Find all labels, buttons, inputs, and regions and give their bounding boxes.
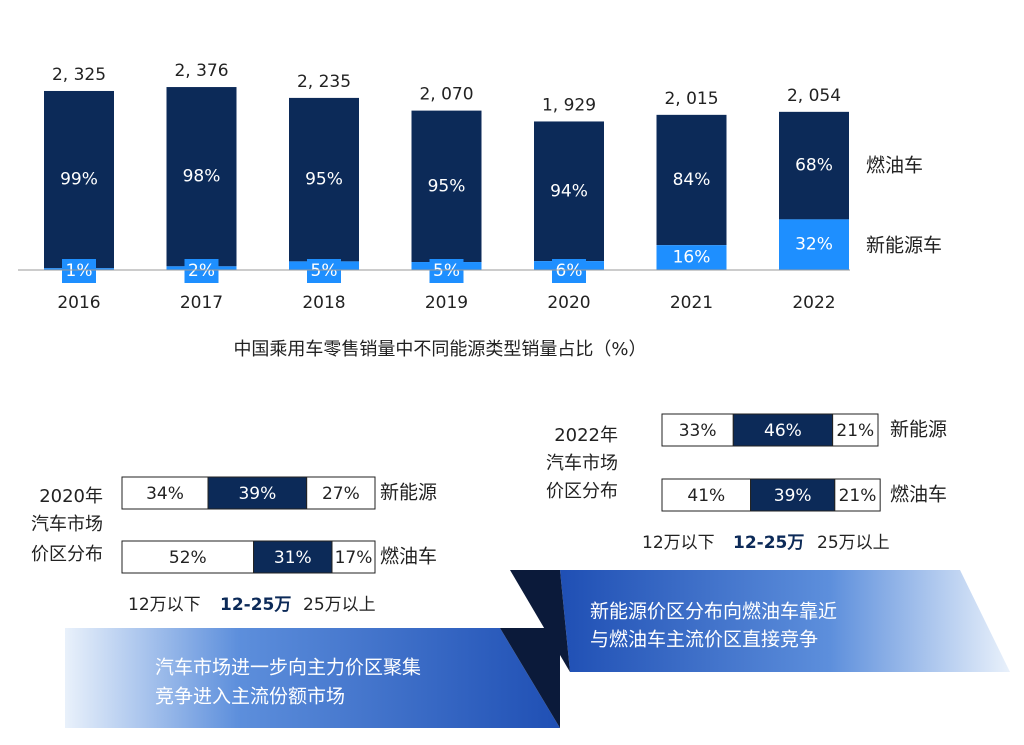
bar-segment [331,540,376,574]
legend-label: 12万以下 [642,533,715,553]
chart-title: 汽车市场 [546,453,618,474]
category-label: 新能源 [890,419,947,441]
legend-label: 25万以上 [303,595,376,615]
value-label: 21% [839,486,877,506]
x-tick-label: 2017 [180,293,223,313]
value-label: 2% [188,261,215,281]
x-tick-label: 2019 [425,293,468,313]
value-label: 52% [169,548,207,568]
callout-fold [510,570,570,672]
bar-segment [779,219,849,270]
legend-label: 12-25万 [220,595,291,615]
category-label: 燃油车 [890,484,947,506]
bar-segment [732,413,834,447]
value-label: 95% [428,176,466,196]
total-label: 2, 015 [664,89,718,109]
legend-label: 25万以上 [817,533,890,553]
chart-title: 汽车市场 [31,514,103,535]
bar-segment [834,478,881,512]
bar-segment [832,413,879,447]
total-label: 2, 376 [174,61,228,81]
x-tick-label: 2018 [302,293,345,313]
bar-segment [534,121,604,262]
chart-title: 2022年 [554,425,618,446]
value-label: 94% [550,181,588,201]
bar-segment [750,478,836,512]
value-label: 34% [146,484,184,504]
label-box [184,259,219,283]
value-label: 41% [687,486,725,506]
value-label: 32% [795,235,833,255]
value-label: 46% [764,421,802,441]
total-label: 2, 070 [419,85,473,105]
value-label: 39% [774,486,812,506]
value-label: 27% [322,484,360,504]
value-label: 16% [673,248,711,268]
value-label: 17% [335,548,373,568]
bar-segment [411,110,482,263]
total-label: 1, 929 [542,95,596,115]
bar-segment [656,245,727,270]
bar-segment [207,476,308,510]
value-label: 39% [238,484,276,504]
bar-segment [253,540,333,574]
callout-text: 汽车市场进一步向主力价区聚集 [155,657,421,679]
label-box [307,259,341,283]
value-label: 98% [183,167,221,187]
x-tick-label: 2020 [547,293,590,313]
callout-banner [65,628,560,728]
value-label: 5% [433,261,460,281]
value-label: 95% [305,170,343,190]
value-label: 68% [795,156,833,176]
callout-text: 与燃油车主流价区直接竞争 [590,629,818,651]
legend-label: 12-25万 [733,533,804,553]
callout-text: 新能源价区分布向燃油车靠近 [590,601,837,623]
label-box [62,259,96,283]
series-label: 新能源车 [866,235,942,257]
bar-segment [306,476,376,510]
chart-title: 价区分布 [31,544,103,565]
value-label: 21% [836,421,874,441]
x-tick-label: 2021 [670,293,713,313]
legend-label: 12万以下 [128,595,201,615]
bar-segment [656,114,727,246]
bar-segment [166,87,237,267]
total-label: 2, 235 [297,72,351,92]
value-label: 99% [60,170,98,190]
value-label: 5% [311,261,338,281]
chart-title: 中国乘用车零售销量中不同能源类型销量占比（%） [233,339,646,360]
x-tick-label: 2016 [57,293,100,313]
bar-segment [121,540,255,574]
total-label: 2, 054 [787,86,841,106]
category-label: 燃油车 [380,546,437,568]
total-label: 2, 325 [52,65,106,85]
value-label: 84% [673,170,711,190]
x-tick-label: 2022 [792,293,835,313]
value-label: 1% [66,261,93,281]
value-label: 33% [679,421,717,441]
series-label: 燃油车 [866,155,923,177]
chart-title: 价区分布 [546,481,618,502]
callout-text: 竞争进入主流份额市场 [155,686,345,708]
label-box [429,259,464,283]
bar-segment [661,478,752,512]
bar-segment [779,111,849,220]
bar-segment [289,97,359,262]
callout-banner [560,570,1010,672]
value-label: 31% [274,548,312,568]
value-label: 6% [556,261,583,281]
chart-title: 2020年 [39,486,103,507]
label-box [552,259,586,283]
bar-segment [44,90,114,269]
bar-segment [661,413,734,447]
category-label: 新能源 [380,482,437,504]
callout-fold [500,628,560,728]
bar-segment [121,476,209,510]
